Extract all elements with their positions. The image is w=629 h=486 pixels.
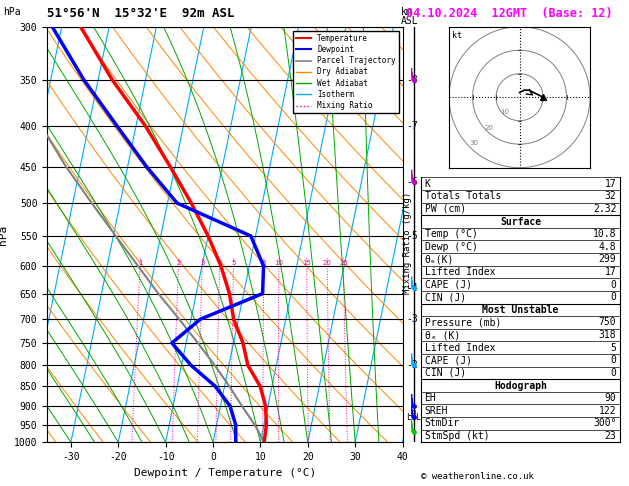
Text: © weatheronline.co.uk: © weatheronline.co.uk bbox=[421, 472, 534, 481]
Text: K: K bbox=[425, 179, 430, 189]
Legend: Temperature, Dewpoint, Parcel Trajectory, Dry Adiabat, Wet Adiabat, Isotherm, Mi: Temperature, Dewpoint, Parcel Trajectory… bbox=[292, 31, 399, 113]
Text: StmSpd (kt): StmSpd (kt) bbox=[425, 431, 489, 441]
Text: CAPE (J): CAPE (J) bbox=[425, 279, 472, 290]
Text: Lifted Index: Lifted Index bbox=[425, 343, 495, 353]
Text: -6: -6 bbox=[406, 177, 418, 187]
Text: -2: -2 bbox=[406, 360, 418, 370]
Text: 5: 5 bbox=[231, 260, 236, 266]
Text: 20: 20 bbox=[323, 260, 331, 266]
Text: Dewp (°C): Dewp (°C) bbox=[425, 242, 477, 252]
Text: hPa: hPa bbox=[3, 7, 21, 17]
Text: 30: 30 bbox=[469, 140, 478, 146]
Text: -3: -3 bbox=[406, 314, 418, 324]
Text: PW (cm): PW (cm) bbox=[425, 204, 465, 214]
Text: 8: 8 bbox=[262, 260, 266, 266]
Text: -4: -4 bbox=[406, 283, 418, 293]
Text: 51°56'N  15°32'E  92m ASL: 51°56'N 15°32'E 92m ASL bbox=[47, 7, 235, 20]
Text: 1: 1 bbox=[138, 260, 142, 266]
Text: 23: 23 bbox=[604, 431, 616, 441]
Text: 750: 750 bbox=[599, 317, 616, 328]
Text: Surface: Surface bbox=[500, 217, 541, 226]
Text: 5: 5 bbox=[611, 343, 616, 353]
Text: Most Unstable: Most Unstable bbox=[482, 305, 559, 315]
Y-axis label: hPa: hPa bbox=[0, 225, 8, 244]
Text: CIN (J): CIN (J) bbox=[425, 292, 465, 302]
Text: Temp (°C): Temp (°C) bbox=[425, 229, 477, 239]
Text: 10: 10 bbox=[500, 109, 509, 116]
Text: 3: 3 bbox=[200, 260, 204, 266]
Text: ASL: ASL bbox=[401, 16, 419, 26]
Text: 299: 299 bbox=[599, 254, 616, 264]
Text: CIN (J): CIN (J) bbox=[425, 368, 465, 378]
Text: 15: 15 bbox=[303, 260, 311, 266]
Text: 0: 0 bbox=[611, 355, 616, 365]
Text: 0: 0 bbox=[611, 279, 616, 290]
Text: 4.8: 4.8 bbox=[599, 242, 616, 252]
Text: Hodograph: Hodograph bbox=[494, 381, 547, 391]
Text: θₑ (K): θₑ (K) bbox=[425, 330, 460, 340]
Text: θₑ(K): θₑ(K) bbox=[425, 254, 454, 264]
Text: 17: 17 bbox=[604, 267, 616, 277]
Text: 25: 25 bbox=[339, 260, 348, 266]
Text: 2.32: 2.32 bbox=[593, 204, 616, 214]
Text: 17: 17 bbox=[604, 179, 616, 189]
Text: 300°: 300° bbox=[593, 418, 616, 428]
Text: EH: EH bbox=[425, 393, 437, 403]
Text: StmDir: StmDir bbox=[425, 418, 460, 428]
Text: 122: 122 bbox=[599, 406, 616, 416]
Text: 4: 4 bbox=[218, 260, 222, 266]
Text: -8: -8 bbox=[406, 75, 418, 85]
Text: 10.8: 10.8 bbox=[593, 229, 616, 239]
Text: CAPE (J): CAPE (J) bbox=[425, 355, 472, 365]
Text: Lifted Index: Lifted Index bbox=[425, 267, 495, 277]
Text: 04.10.2024  12GMT  (Base: 12): 04.10.2024 12GMT (Base: 12) bbox=[406, 7, 612, 20]
Text: km: km bbox=[401, 7, 413, 17]
Text: LCL: LCL bbox=[406, 413, 421, 422]
Text: kt: kt bbox=[452, 31, 462, 40]
Text: -5: -5 bbox=[406, 231, 418, 241]
Text: Mixing Ratio (g/kg): Mixing Ratio (g/kg) bbox=[403, 192, 412, 294]
Text: SREH: SREH bbox=[425, 406, 448, 416]
Text: Pressure (mb): Pressure (mb) bbox=[425, 317, 501, 328]
Text: -1: -1 bbox=[406, 410, 418, 420]
Text: 90: 90 bbox=[604, 393, 616, 403]
X-axis label: Dewpoint / Temperature (°C): Dewpoint / Temperature (°C) bbox=[134, 468, 316, 478]
Text: 10: 10 bbox=[274, 260, 283, 266]
Text: 318: 318 bbox=[599, 330, 616, 340]
Text: 20: 20 bbox=[484, 125, 494, 131]
Text: Totals Totals: Totals Totals bbox=[425, 191, 501, 201]
Text: -7: -7 bbox=[406, 121, 418, 131]
Text: 2: 2 bbox=[176, 260, 181, 266]
Text: 0: 0 bbox=[611, 292, 616, 302]
Text: 32: 32 bbox=[604, 191, 616, 201]
Text: 0: 0 bbox=[611, 368, 616, 378]
